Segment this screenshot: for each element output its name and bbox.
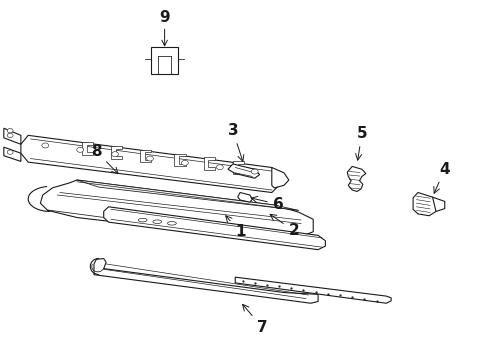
Text: 5: 5	[356, 126, 367, 160]
Text: 2: 2	[270, 214, 299, 238]
Polygon shape	[238, 193, 252, 202]
Text: 7: 7	[243, 305, 268, 335]
Polygon shape	[111, 146, 122, 159]
Circle shape	[181, 160, 188, 165]
Polygon shape	[40, 180, 313, 241]
Ellipse shape	[153, 220, 162, 224]
Circle shape	[251, 169, 258, 174]
Polygon shape	[235, 277, 391, 303]
Polygon shape	[228, 164, 260, 178]
Polygon shape	[203, 157, 215, 170]
Circle shape	[77, 147, 84, 152]
Polygon shape	[433, 197, 445, 211]
Polygon shape	[4, 147, 21, 161]
Circle shape	[7, 129, 13, 133]
Text: 8: 8	[91, 144, 118, 174]
Polygon shape	[82, 143, 93, 156]
Text: 6: 6	[251, 197, 284, 212]
Ellipse shape	[138, 218, 147, 222]
Polygon shape	[77, 180, 298, 210]
Polygon shape	[140, 150, 151, 162]
Polygon shape	[21, 135, 279, 193]
Circle shape	[112, 152, 119, 157]
Polygon shape	[174, 154, 186, 166]
Circle shape	[7, 150, 13, 154]
Circle shape	[42, 143, 49, 148]
Text: 4: 4	[434, 162, 450, 193]
Polygon shape	[347, 166, 366, 192]
Ellipse shape	[168, 221, 176, 225]
Circle shape	[147, 156, 153, 161]
Circle shape	[7, 133, 13, 138]
Circle shape	[217, 165, 223, 170]
Polygon shape	[187, 219, 231, 228]
Text: 3: 3	[227, 123, 244, 161]
Polygon shape	[94, 258, 318, 303]
Polygon shape	[272, 167, 289, 188]
Polygon shape	[233, 161, 244, 174]
Text: 9: 9	[159, 10, 170, 25]
Polygon shape	[4, 128, 21, 144]
Polygon shape	[413, 193, 438, 216]
Polygon shape	[151, 47, 178, 74]
Polygon shape	[104, 207, 325, 249]
Text: 1: 1	[226, 216, 245, 239]
